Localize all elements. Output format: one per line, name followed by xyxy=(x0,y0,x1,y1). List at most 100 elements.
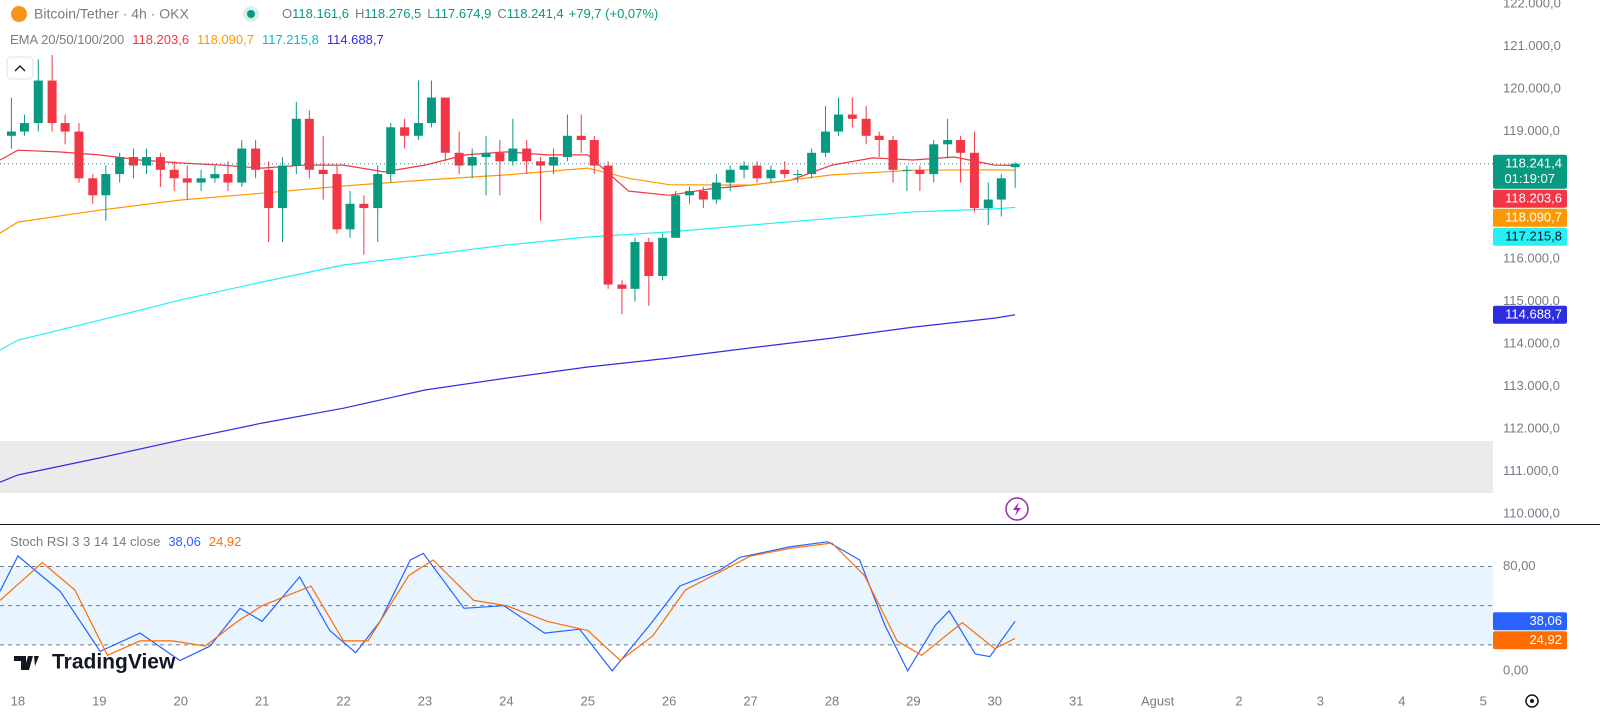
x-tick-label: 5 xyxy=(1480,693,1487,708)
x-tick-label: Agust xyxy=(1141,693,1175,708)
bolt-icon xyxy=(1013,502,1021,516)
candle-body xyxy=(251,148,261,170)
ohlc-key: O xyxy=(282,6,292,21)
candle-body xyxy=(766,169,776,179)
candle-body xyxy=(644,242,654,277)
candle-body xyxy=(617,284,627,289)
candle-body xyxy=(277,165,287,209)
candle-body xyxy=(74,131,84,179)
indicator-value: 38,06 xyxy=(168,534,201,549)
highlight-zone xyxy=(0,441,1493,493)
candle-body xyxy=(603,165,613,285)
candle-body xyxy=(481,152,491,158)
price-badge-label: 114.688,7 xyxy=(1505,307,1562,322)
candle-body xyxy=(182,178,192,183)
indicator-value: 114.688,7 xyxy=(327,32,384,47)
candle-body xyxy=(237,148,247,183)
x-tick-label: 23 xyxy=(418,693,432,708)
candle-body xyxy=(549,157,559,166)
chevron-icon xyxy=(14,65,26,72)
candle-body xyxy=(576,135,586,141)
candle-body xyxy=(373,174,383,209)
candle-body xyxy=(47,80,57,124)
candle-body xyxy=(522,148,532,162)
candle-body xyxy=(129,157,139,166)
ohlc-key: L xyxy=(427,6,434,21)
ohlc-value: 118.161,6 xyxy=(292,6,349,21)
y-tick-label: 120.000,0 xyxy=(1503,80,1561,95)
price-badge xyxy=(1493,189,1567,208)
brand-icon xyxy=(14,656,39,670)
candle-body xyxy=(115,157,125,175)
candle-body xyxy=(88,178,98,196)
y-tick-label: 121.000,0 xyxy=(1503,38,1561,53)
candle-body xyxy=(359,203,369,209)
candle-body xyxy=(562,135,572,158)
price-badge xyxy=(1493,208,1567,227)
ohlc-value: 118.276,5 xyxy=(364,6,421,21)
y-tick-label: 113.000,0 xyxy=(1503,378,1560,393)
y-tick-label: 119.000,0 xyxy=(1503,123,1560,138)
price-badge xyxy=(1493,612,1567,631)
indicator-title: EMA 20/50/100/200 xyxy=(10,32,124,47)
candle-body xyxy=(291,118,301,166)
candle-body xyxy=(711,182,721,200)
candle-body xyxy=(210,174,220,179)
x-tick-label: 21 xyxy=(255,693,269,708)
brand-name: TradingView xyxy=(52,651,176,674)
indicator-title: Stoch RSI 3 3 14 14 close xyxy=(10,534,160,549)
y-tick-label: 112.000,0 xyxy=(1503,421,1560,436)
candle-body xyxy=(33,80,43,124)
countdown-label: 01:19:07 xyxy=(1504,171,1555,186)
candle-body xyxy=(426,97,436,124)
indicator-value: 118.203,6 xyxy=(132,32,189,47)
candle-body xyxy=(332,174,342,230)
candle-body xyxy=(6,131,16,136)
candle-body xyxy=(861,118,871,136)
settings-icon-center xyxy=(1530,699,1534,703)
candle-body xyxy=(454,152,464,166)
candle-body xyxy=(833,114,843,132)
candle-body xyxy=(807,152,817,175)
indicator-value: 117.215,8 xyxy=(262,32,319,47)
price-badge-label: 117.215,8 xyxy=(1505,229,1562,244)
collapse-button[interactable] xyxy=(6,56,34,80)
candle-body xyxy=(956,140,966,153)
x-tick-label: 31 xyxy=(1069,693,1083,708)
candle-body xyxy=(780,169,790,175)
y-tick-label: 111.000,0 xyxy=(1503,463,1559,478)
candle-body xyxy=(264,169,274,209)
x-tick-label: 26 xyxy=(662,693,676,708)
candle-body xyxy=(386,127,396,175)
candle-body xyxy=(318,169,328,175)
x-tick-label: 29 xyxy=(906,693,920,708)
symbol-title: Bitcoin/Tether · 4h · OKX xyxy=(34,6,190,22)
candle-body xyxy=(495,152,505,162)
candle-body xyxy=(874,135,884,141)
x-tick-label: 18 xyxy=(11,693,25,708)
candle-body xyxy=(698,191,708,200)
candle-body xyxy=(304,118,314,170)
indicator-line xyxy=(0,149,1016,196)
x-tick-label: 3 xyxy=(1317,693,1324,708)
y-tick-label: 110.000,0 xyxy=(1503,506,1560,521)
price-badge xyxy=(1493,631,1567,650)
candle-body xyxy=(345,203,355,230)
candle-body xyxy=(589,140,599,166)
coin-icon xyxy=(11,6,27,22)
candle-body xyxy=(60,123,70,132)
ohlc-key: C xyxy=(497,6,506,21)
candle-body xyxy=(752,165,762,179)
price-badge xyxy=(1493,305,1567,324)
candle-body xyxy=(400,127,410,136)
candle-body xyxy=(508,148,518,162)
price-badge-label: 118.090,7 xyxy=(1505,210,1562,225)
candle-body xyxy=(929,144,939,175)
settings-icon[interactable] xyxy=(1525,694,1539,708)
candle-body xyxy=(19,123,29,132)
ohlc-key: H xyxy=(355,6,364,21)
indicator-value: 24,92 xyxy=(209,534,242,549)
candle-body xyxy=(739,165,749,170)
candle-body xyxy=(820,131,830,153)
